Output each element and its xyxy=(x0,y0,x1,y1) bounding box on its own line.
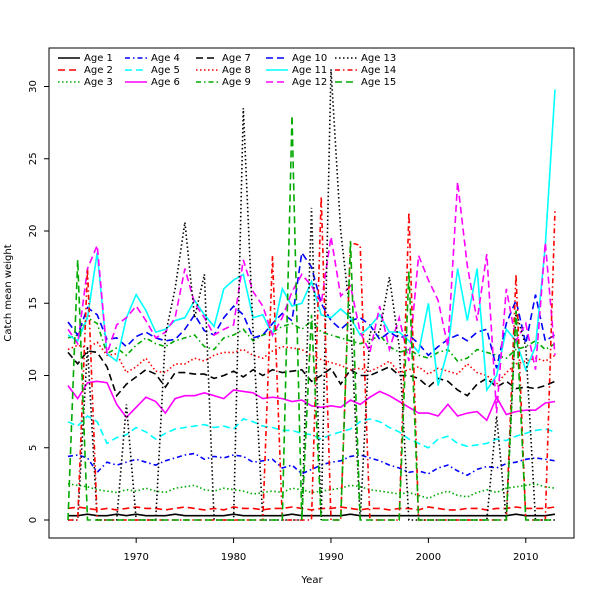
legend-label: Age 10 xyxy=(292,53,327,64)
legend-label: Age 1 xyxy=(84,53,113,64)
x-tick-label: 2000 xyxy=(416,552,441,563)
x-tick-label: 1970 xyxy=(123,552,148,563)
legend-label: Age 6 xyxy=(151,77,180,88)
y-axis: 0 5 10 15 20 25 30 xyxy=(28,80,49,523)
series-line-age-10 xyxy=(67,250,556,369)
legend-entry-age-5: Age 5 xyxy=(125,65,180,76)
legend-entry-age-7: Age 7 xyxy=(196,53,251,64)
series-line-age-9 xyxy=(67,316,556,363)
legend-label: Age 2 xyxy=(84,65,113,76)
legend-label: Age 7 xyxy=(222,53,251,64)
series-line-age-4 xyxy=(67,452,556,477)
x-axis-title: Year xyxy=(300,575,323,586)
x-tick-label: 2010 xyxy=(513,552,538,563)
legend-label: Age 14 xyxy=(361,65,396,76)
legend-entry-age-13: Age 13 xyxy=(335,53,396,64)
x-axis: 1970 1980 1990 2000 2010 xyxy=(123,538,539,563)
legend-label: Age 5 xyxy=(151,65,180,76)
legend-label: Age 8 xyxy=(222,65,251,76)
plot-frame xyxy=(48,47,575,539)
series-line-age-11 xyxy=(67,89,556,393)
legend-label: Age 9 xyxy=(222,77,251,88)
legend-label: Age 3 xyxy=(84,77,113,88)
legend-label: Age 15 xyxy=(361,77,396,88)
legend-entry-age-14: Age 14 xyxy=(335,65,396,76)
y-tick-label: 30 xyxy=(28,80,39,93)
y-tick-label: 20 xyxy=(28,225,39,238)
legend-entry-age-15: Age 15 xyxy=(335,77,396,88)
legend-entry-age-9: Age 9 xyxy=(196,77,251,88)
series-line-age-13 xyxy=(68,69,555,521)
y-tick-label: 5 xyxy=(28,445,39,451)
legend-entry-age-11: Age 11 xyxy=(266,65,327,76)
y-axis-title: Catch mean weight xyxy=(3,244,14,341)
y-tick-label: 0 xyxy=(28,517,39,523)
series-line-age-5 xyxy=(67,414,556,449)
legend-entry-age-12: Age 12 xyxy=(266,77,327,88)
legend-entry-age-3: Age 3 xyxy=(58,77,113,88)
series-line-age-6 xyxy=(67,380,556,422)
y-tick-label: 25 xyxy=(28,152,39,165)
legend-entry-age-8: Age 8 xyxy=(196,65,251,76)
series-line-age-15 xyxy=(67,115,555,521)
legend-label: Age 13 xyxy=(361,53,396,64)
x-tick-label: 1990 xyxy=(318,552,343,563)
x-tick-label: 1980 xyxy=(221,552,246,563)
y-tick-label: 10 xyxy=(28,369,39,382)
legend-entry-age-2: Age 2 xyxy=(58,65,113,76)
legend-entry-age-6: Age 6 xyxy=(125,77,180,88)
series-line-age-12 xyxy=(67,181,556,414)
legend-label: Age 4 xyxy=(151,53,180,64)
series-line-age-8 xyxy=(67,341,556,386)
series-layer xyxy=(67,69,556,521)
y-tick-label: 15 xyxy=(28,297,39,310)
legend-label: Age 11 xyxy=(292,65,327,76)
legend-label: Age 12 xyxy=(292,77,327,88)
legend-entry-age-10: Age 10 xyxy=(266,53,327,64)
series-line-age-14 xyxy=(68,196,556,521)
series-line-age-7 xyxy=(67,350,556,398)
legend-entry-age-1: Age 1 xyxy=(58,53,113,64)
legend-entry-age-4: Age 4 xyxy=(125,53,180,64)
